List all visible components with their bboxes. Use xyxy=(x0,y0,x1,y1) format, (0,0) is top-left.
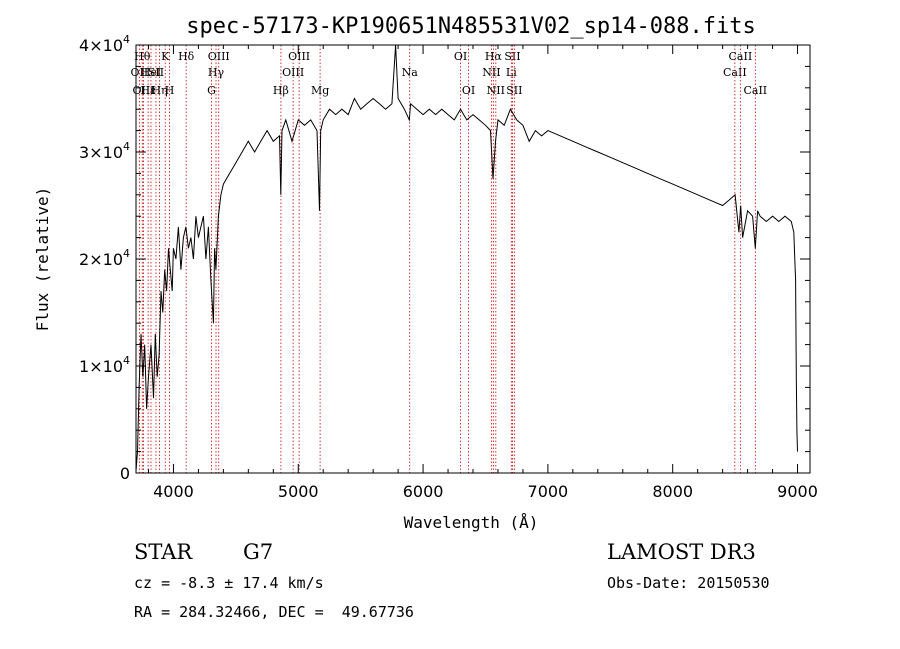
marker-label: OIII xyxy=(282,66,304,79)
x-tick-label: 8000 xyxy=(652,482,693,501)
plot-frame xyxy=(135,44,811,474)
marker-label: SII xyxy=(504,50,520,63)
marker-label: Hγ xyxy=(208,66,225,79)
marker-label: OI xyxy=(454,50,467,63)
marker-label: Hθ xyxy=(134,50,151,63)
marker-label: Na xyxy=(402,66,419,79)
marker-label: OIII xyxy=(132,84,154,97)
x-tick-label: 7000 xyxy=(528,482,569,501)
marker-label: SII xyxy=(506,84,522,97)
x-tick-label: 5000 xyxy=(278,482,319,501)
x-axis-label: Wavelength (Å) xyxy=(404,513,539,532)
marker-label: SII xyxy=(148,66,164,79)
marker-label: H xyxy=(165,84,175,97)
marker-label: Hβ xyxy=(273,84,289,97)
marker-label: Hη xyxy=(151,84,167,97)
y-tick-label: 1×104 xyxy=(79,354,130,376)
x-tick-label: 6000 xyxy=(403,482,444,501)
survey-name: LAMOST DR3 xyxy=(607,540,756,564)
spectral-line-markers: OIIHθOIIIHεHeISIIHηKHHδGHγOIIIHβOIIIOIII… xyxy=(131,45,767,473)
marker-label: OIII xyxy=(208,50,230,63)
marker-label: NII xyxy=(482,66,500,79)
marker-label: OI xyxy=(462,84,475,97)
x-tick-label: 9000 xyxy=(777,482,818,501)
marker-label: Hε xyxy=(140,84,156,97)
spectrum-line xyxy=(135,44,798,471)
marker-label: CaII xyxy=(743,84,767,97)
x-tick-label: 4000 xyxy=(153,482,194,501)
coordinates-text: RA = 284.32466, DEC = 49.67736 xyxy=(134,603,414,621)
marker-label: Hδ xyxy=(178,50,195,63)
marker-label: NII xyxy=(487,84,505,97)
marker-label: Hα xyxy=(485,50,503,63)
object-class: STAR xyxy=(134,540,193,564)
redshift-text: cz = -8.3 ± 17.4 km/s xyxy=(134,574,324,592)
axis-ticks: 4000 5000 6000 7000 8000 9000 0 1×104 2×104 3×104… xyxy=(79,33,818,501)
marker-label: CaII xyxy=(723,66,747,79)
chart-title: spec-57173-KP190651N485531V02_sp14-088.f… xyxy=(186,14,756,39)
marker-label: CaII xyxy=(729,50,753,63)
y-tick-label: 4×104 xyxy=(79,33,130,55)
observation-date: Obs-Date: 20150530 xyxy=(607,574,770,592)
marker-label: Li xyxy=(506,66,517,79)
y-axis-label: Flux (relative) xyxy=(33,187,52,332)
y-tick-label: 3×104 xyxy=(79,140,130,162)
marker-label: HeI xyxy=(141,66,161,79)
marker-label: K xyxy=(161,50,170,63)
object-subclass: G7 xyxy=(243,540,274,564)
marker-label: G xyxy=(207,84,216,97)
marker-label: OIII xyxy=(288,50,310,63)
y-tick-label: 0 xyxy=(120,464,130,483)
marker-label: OII xyxy=(131,66,149,79)
y-tick-label: 2×104 xyxy=(79,247,130,269)
marker-label: Mg xyxy=(311,84,329,97)
